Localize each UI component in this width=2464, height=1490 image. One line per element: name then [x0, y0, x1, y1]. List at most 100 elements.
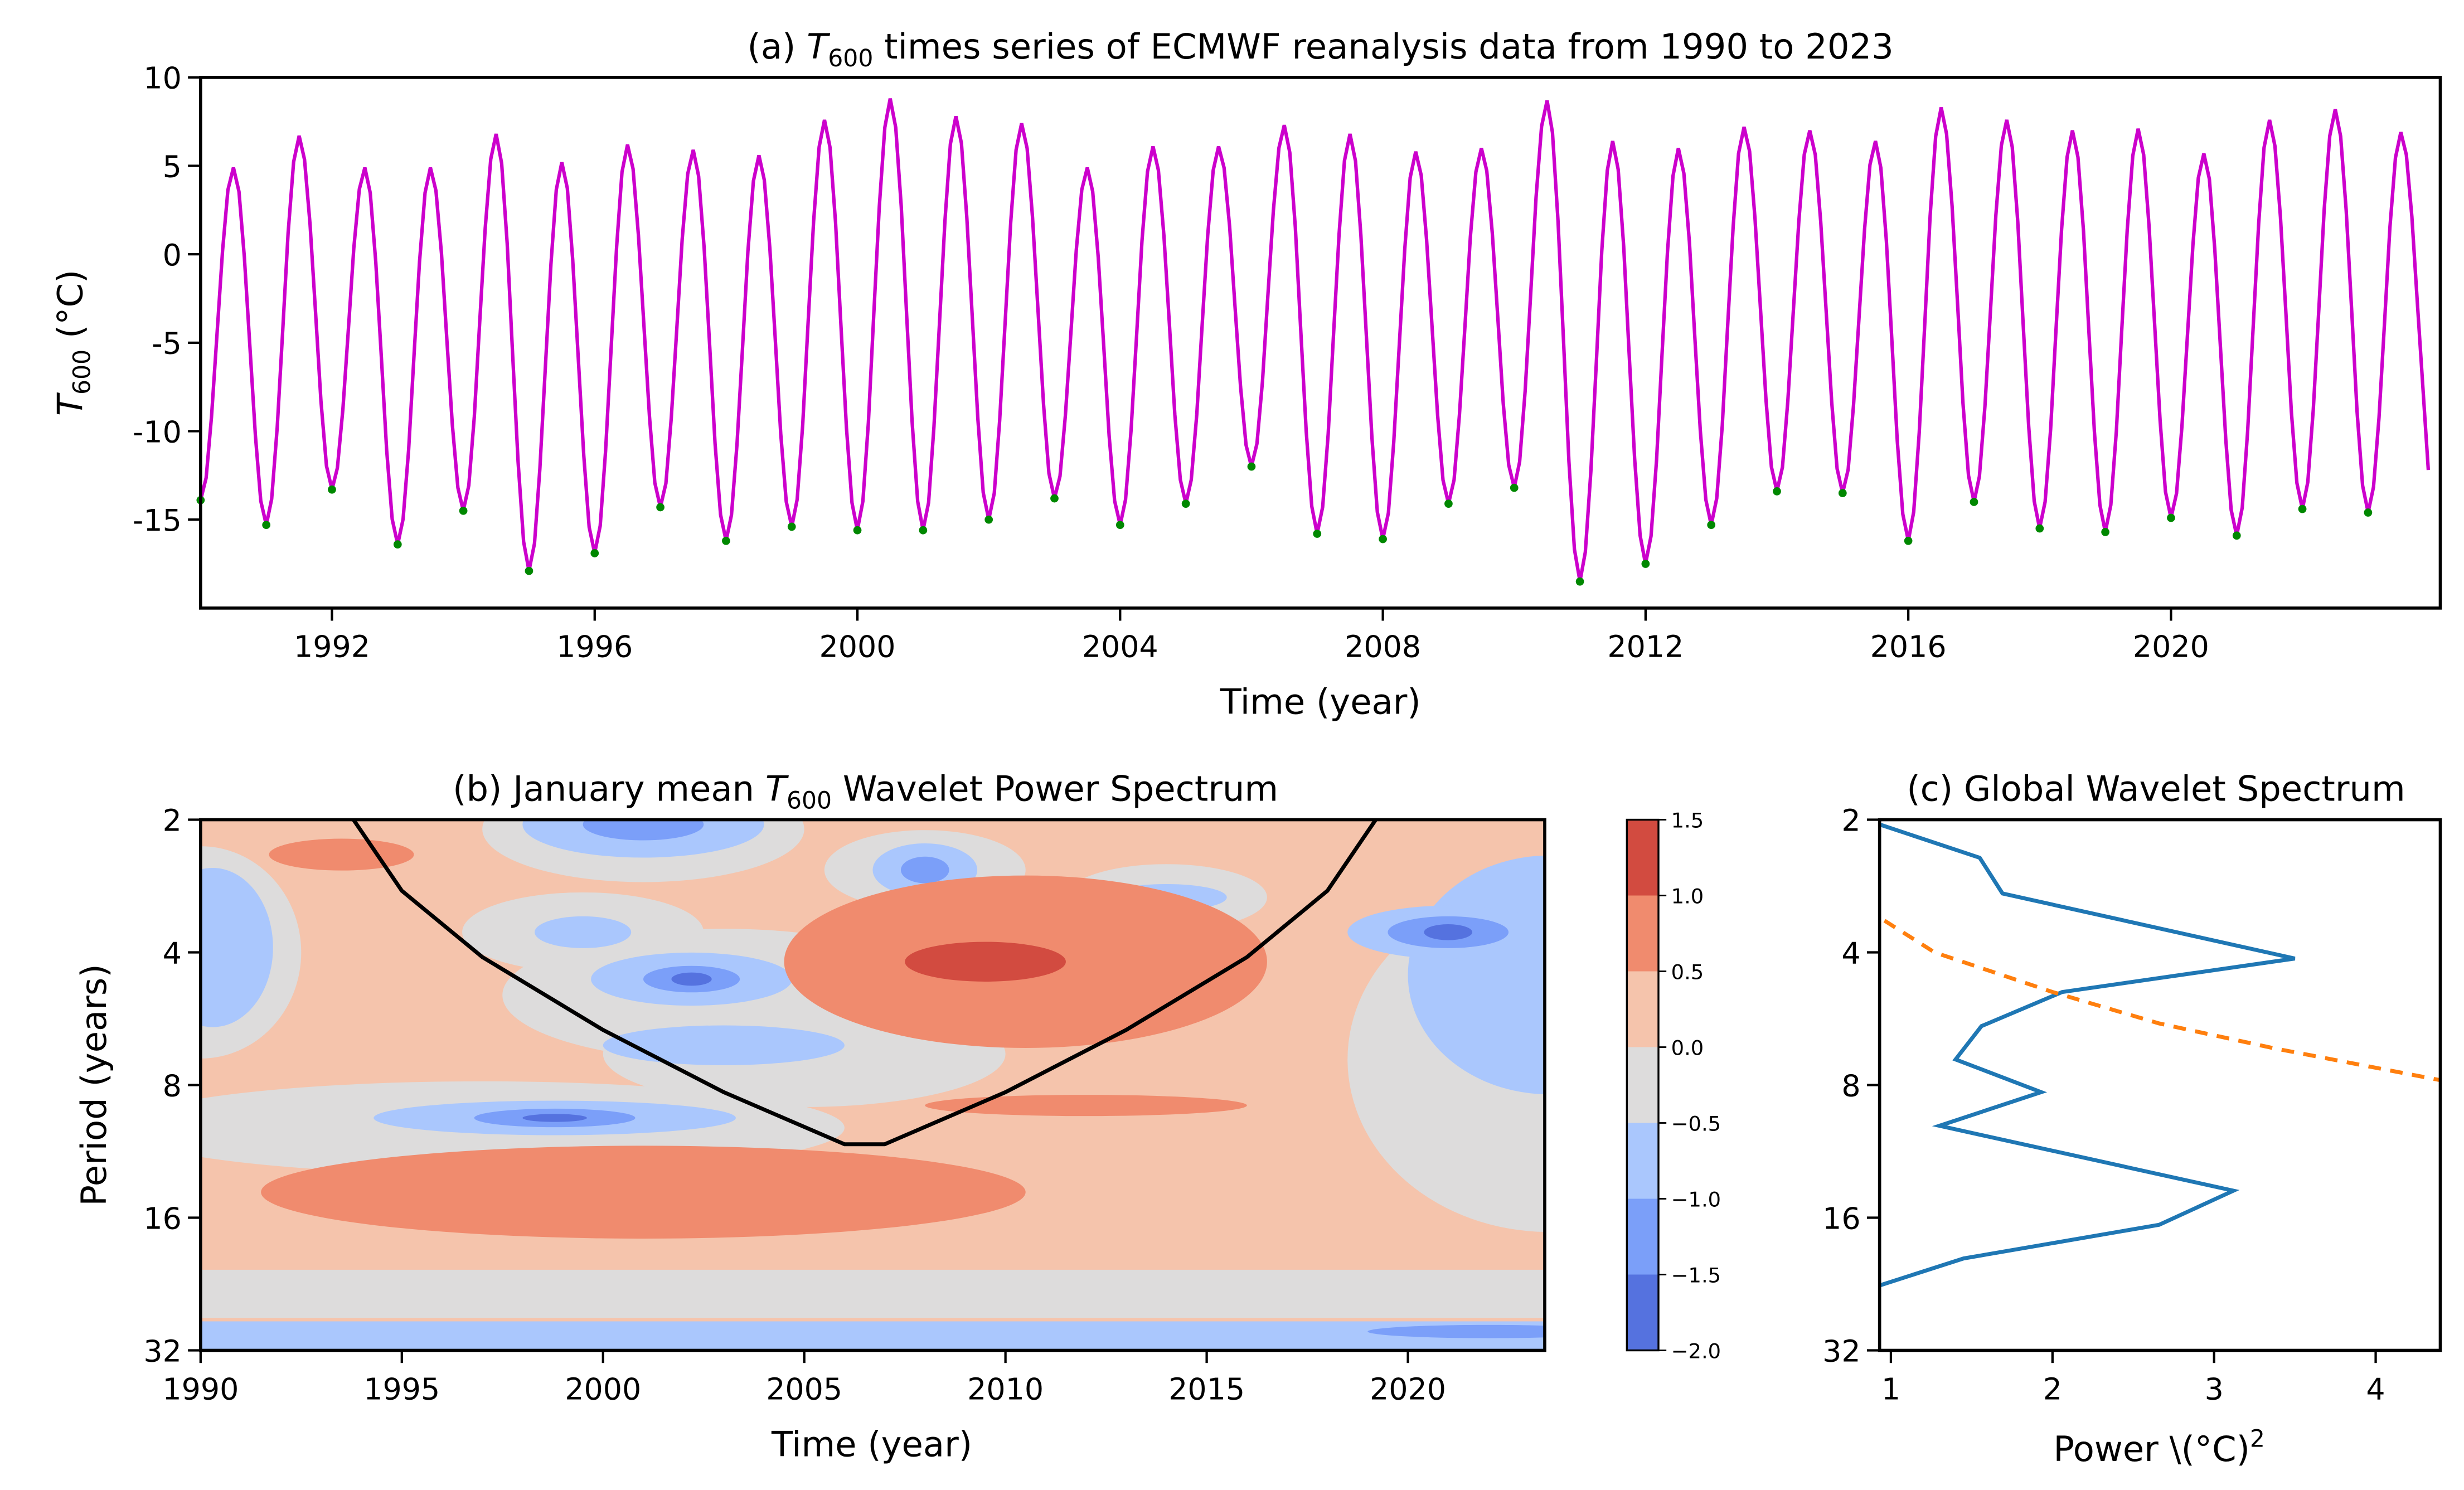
x-tick-label: 2020 [1370, 1371, 1446, 1406]
january-marker [853, 526, 862, 535]
panel-c-xlabel: Power \(°C)2 [2053, 1425, 2265, 1469]
january-marker [2232, 531, 2241, 540]
x-tick-label: 1992 [294, 629, 370, 664]
y-tick-label: 2 [1841, 803, 1860, 838]
y-tick-label: 8 [163, 1068, 182, 1103]
y-tick-label: 10 [143, 61, 182, 96]
contour-region [900, 856, 949, 884]
x-tick-label: 2000 [819, 629, 896, 664]
contour-region [1424, 924, 1473, 940]
january-marker [2101, 528, 2109, 536]
colorbar-band [1627, 895, 1658, 972]
contour-region [261, 1146, 1026, 1239]
y-tick-label: -10 [133, 414, 182, 449]
january-marker [328, 485, 336, 494]
january-marker [1313, 530, 1322, 538]
x-tick-label: 2015 [1168, 1371, 1245, 1406]
colorbar-band [1627, 1274, 1658, 1351]
panel-c-global-spectrum: (c) Global Wavelet Spectrum Power \(°C)2… [1822, 769, 2442, 1469]
y-tick-label: 4 [163, 935, 182, 970]
colorbar-tick-label: −1.0 [1671, 1188, 1721, 1212]
contour-region [603, 1025, 845, 1065]
t600-series-line [198, 98, 2431, 582]
colorbar-frame [1626, 818, 1660, 1352]
x-tick-label: 2000 [565, 1371, 641, 1406]
contour-region [522, 1114, 587, 1122]
colorbar-band [1627, 1047, 1658, 1124]
january-marker [1444, 499, 1453, 508]
x-tick-label: 1 [1881, 1371, 1900, 1406]
panel-c-frame [1878, 818, 2442, 1352]
january-marker [984, 515, 993, 524]
cone-of-influence-line [352, 819, 1377, 1147]
january-marker [2035, 524, 2044, 533]
y-tick-label: 8 [1841, 1068, 1860, 1103]
x-tick-label: 2004 [1082, 629, 1158, 664]
y-tick-label: 32 [1822, 1333, 1861, 1368]
y-tick-label: 2 [163, 803, 182, 838]
january-marker [525, 566, 533, 575]
x-tick-label: 2012 [1607, 629, 1684, 664]
january-marker [1904, 536, 1913, 545]
global-spectrum-line [1879, 822, 2296, 1288]
contour-region [583, 819, 704, 841]
january-marker [2298, 504, 2307, 513]
x-tick-label: 2008 [1345, 629, 1421, 664]
x-tick-label: 4 [2366, 1371, 2385, 1406]
contour-region [200, 868, 273, 1027]
x-tick-label: 2005 [766, 1371, 842, 1406]
january-marker [1641, 560, 1650, 568]
colorbar-tick-label: 1.5 [1671, 809, 1704, 833]
january-marker [1707, 521, 1716, 530]
x-tick-label: 1996 [556, 629, 633, 664]
january-marker [1773, 487, 1781, 496]
january-marker [2167, 513, 2175, 522]
january-marker [262, 521, 271, 530]
contour-region [535, 916, 632, 948]
january-marker [1115, 521, 1124, 530]
panel-a-frame [199, 76, 2442, 610]
january-marker [459, 506, 468, 515]
significance-line [1883, 919, 2441, 1083]
panel-b-ylabel: Period (years) [74, 964, 114, 1206]
colorbar-band [1627, 971, 1658, 1048]
january-marker [1379, 535, 1387, 543]
y-tick-label: 16 [143, 1201, 182, 1236]
x-tick-label: 2010 [967, 1371, 1044, 1406]
colorbar-band [1627, 1198, 1658, 1275]
panel-b-wavelet: (b) January mean T600 Wavelet Power Spec… [74, 769, 1721, 1465]
x-tick-label: 2020 [2133, 629, 2209, 664]
january-marker [1575, 577, 1584, 586]
y-tick-label: -5 [152, 326, 182, 361]
january-marker [1510, 483, 1519, 492]
y-tick-label: 5 [163, 149, 182, 184]
panel-a-xlabel: Time (year) [1220, 682, 1421, 722]
panel-b-xlabel: Time (year) [771, 1424, 972, 1464]
panel-a-timeseries: (a) T600 times series of ECMWF reanalysi… [50, 26, 2442, 722]
january-marker [590, 549, 599, 557]
contour-region [671, 972, 712, 986]
y-tick-label: 16 [1822, 1201, 1861, 1236]
panel-c-title: (c) Global Wavelet Spectrum [1907, 769, 2405, 809]
january-marker [656, 503, 664, 512]
contour-region [200, 1269, 1545, 1318]
colorbar-tick-label: 0.0 [1671, 1036, 1704, 1060]
colorbar-band [1627, 819, 1658, 896]
panel-b-title: (b) January mean T600 Wavelet Power Spec… [453, 769, 1278, 815]
panel-b-frame [199, 818, 1546, 1352]
x-tick-label: 1990 [162, 1371, 239, 1406]
colorbar-tick-label: 1.0 [1671, 885, 1704, 909]
january-marker [1181, 499, 1190, 508]
january-marker [1838, 489, 1847, 497]
colorbar-band [1627, 1123, 1658, 1200]
contour-region [269, 838, 414, 871]
y-tick-label: 32 [143, 1333, 182, 1368]
colorbar: 1.5 1.0 0.5 0.0 −0.5 −1.0 −1.5 −2.0 [1626, 809, 1721, 1363]
contour-region [925, 1095, 1247, 1117]
january-marker [393, 540, 402, 549]
panel-a-ylabel: T600 (°C) [50, 270, 96, 416]
colorbar-tick-label: −1.5 [1671, 1264, 1721, 1288]
panel-a-title: (a) T600 times series of ECMWF reanalysi… [748, 26, 1894, 72]
colorbar-tick-label: −0.5 [1671, 1112, 1721, 1136]
contour-region [1367, 1324, 1545, 1338]
